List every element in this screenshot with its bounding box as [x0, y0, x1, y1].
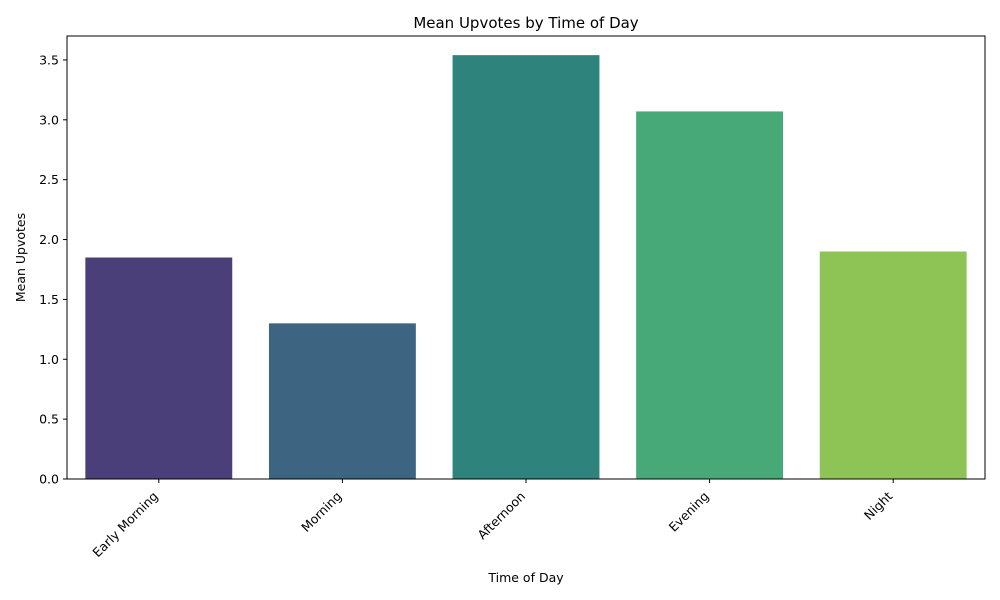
plot-area: 0.0 0.5 1.0 1.5 2.0 2.5 3.0 3.5 Early Morning Mor…: [39, 52, 967, 560]
y-tick-label: 1.5: [39, 292, 59, 307]
x-tick-label: Early Morning: [89, 489, 161, 561]
y-tick-label: 1.0: [39, 352, 59, 367]
y-tick-label: 0.5: [39, 412, 59, 427]
y-tick-label: 2.5: [39, 172, 59, 187]
y-tick-label: 3.0: [39, 112, 59, 127]
x-tick-label: Night: [861, 488, 895, 522]
y-tick-label: 3.5: [39, 52, 59, 67]
y-axis-label: Mean Upvotes: [13, 213, 28, 302]
bar-morning: [268, 323, 416, 479]
x-tick-label: Evening: [666, 489, 712, 535]
x-tick-label: Morning: [298, 489, 344, 535]
bar-night: [819, 251, 967, 479]
bar-afternoon: [452, 55, 600, 479]
x-tick-label: Afternoon: [474, 489, 528, 543]
y-tick-label: 2.0: [39, 232, 59, 247]
bar-early-morning: [85, 257, 233, 479]
plot-frame: [66, 35, 986, 480]
bar-evening: [636, 111, 784, 479]
x-axis-label: Time of Day: [487, 570, 564, 585]
y-tick-label: 0.0: [39, 472, 59, 487]
chart-title: Mean Upvotes by Time of Day: [413, 14, 638, 32]
